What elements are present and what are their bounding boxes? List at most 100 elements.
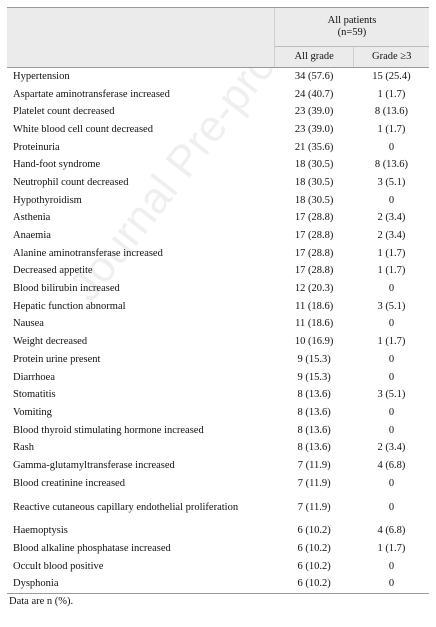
table-row: Reactive cutaneous capillary endothelial… xyxy=(7,493,429,523)
table-row: Vomiting 8 (13.6) 0 xyxy=(7,404,429,422)
table-row: Decreased appetite 17 (28.8) 1 (1.7) xyxy=(7,263,429,281)
group-header-line2: (n=59) xyxy=(337,27,367,38)
table-row: Blood alkaline phosphatase increased 6 (1… xyxy=(7,540,429,558)
row-all-grade-value: 6 (10.2) xyxy=(297,543,331,555)
row-all-grade-value: 17 (28.8) xyxy=(294,247,334,259)
group-header-line1: All patients xyxy=(327,15,377,26)
row-all-grade-value: 18 (30.5) xyxy=(294,176,334,188)
row-all-grade-value: 7 (11.9) xyxy=(297,501,331,513)
row-label: Vomiting xyxy=(13,406,52,418)
row-label: Gamma-glutamyltransferase increased xyxy=(13,459,175,471)
row-all-grade-value: 17 (28.8) xyxy=(294,212,334,224)
row-label: Anaemia xyxy=(13,230,51,242)
row-all-grade-value: 18 (30.5) xyxy=(294,194,334,206)
row-grade3-value: 8 (13.6) xyxy=(374,106,409,118)
row-grade3-value: 4 (6.8) xyxy=(377,459,406,471)
row-label: Blood thyroid stimulating hormone increa… xyxy=(13,424,204,436)
row-grade3-value: 0 xyxy=(353,575,429,595)
row-grade3-value: 3 (5.1) xyxy=(377,176,406,188)
row-label: Neutrophil count decreased xyxy=(13,176,129,188)
table-row: Gamma-glutamyltransferase increased 7 (11… xyxy=(7,457,429,475)
row-label: Dysphonia xyxy=(7,575,275,595)
row-grade3-value: 0 xyxy=(388,141,395,153)
row-all-grade-value: 8 (13.6) xyxy=(297,442,331,454)
row-label: Platelet count decreased xyxy=(13,106,115,118)
table-row: White blood cell count decreased 23 (39.0… xyxy=(7,121,429,139)
table-row: Alanine aminotransferase increased 17 (28… xyxy=(7,245,429,263)
row-all-grade-value: 6 (10.2) xyxy=(274,575,354,595)
table-row: Blood bilirubin increased 12 (20.3) 0 xyxy=(7,280,429,298)
group-header-all-patients: All patients (n=59) xyxy=(273,7,429,47)
row-grade3-value: 8 (13.6) xyxy=(374,159,409,171)
row-grade3-value: 0 xyxy=(388,477,395,489)
row-label: White blood cell count decreased xyxy=(13,123,153,135)
table-header-row-group: All patients (n=59) xyxy=(7,7,429,47)
row-label: Stomatitis xyxy=(13,389,56,401)
row-grade3-value: 1 (1.7) xyxy=(377,123,406,135)
row-all-grade-value: 7 (11.9) xyxy=(297,459,331,471)
row-all-grade-value: 11 (18.6) xyxy=(295,318,334,330)
row-label: Hypertension xyxy=(13,70,70,82)
table-row: Stomatitis 8 (13.6) 3 (5.1) xyxy=(7,386,429,404)
row-label: Alanine aminotransferase increased xyxy=(13,247,163,259)
row-all-grade-value: 7 (11.9) xyxy=(297,477,331,489)
row-all-grade-value: 9 (15.3) xyxy=(297,353,331,365)
table-row: Nausea 11 (18.6) 0 xyxy=(7,316,429,334)
table-row: Blood thyroid stimulating hormone increa… xyxy=(7,422,429,440)
row-label: Reactive cutaneous capillary endothelial… xyxy=(13,501,239,513)
row-grade3-value: 3 (5.1) xyxy=(377,300,406,312)
row-label: Blood bilirubin increased xyxy=(13,283,120,295)
table-header-row-columns: All grade Grade ≥3 xyxy=(7,46,429,68)
row-label: Occult blood positive xyxy=(13,560,104,572)
table-row: Occult blood positive 6 (10.2) 0 xyxy=(7,558,429,576)
row-grade3-value: 0 xyxy=(388,283,395,295)
row-all-grade-value: 17 (28.8) xyxy=(294,265,334,277)
row-all-grade-value: 6 (10.2) xyxy=(297,525,331,537)
row-all-grade-value: 18 (30.5) xyxy=(294,159,334,171)
row-all-grade-value: 10 (16.9) xyxy=(294,336,334,348)
row-grade3-value: 1 (1.7) xyxy=(377,88,406,100)
row-grade3-value: 4 (6.8) xyxy=(377,525,406,537)
row-all-grade-value: 23 (39.0) xyxy=(294,106,334,118)
row-all-grade-value: 8 (13.6) xyxy=(297,389,331,401)
header-blank-cell xyxy=(7,46,275,68)
row-all-grade-value: 23 (39.0) xyxy=(294,123,334,135)
row-label: Blood alkaline phosphatase increased xyxy=(13,543,171,555)
table-row: Hand-foot syndrome 18 (30.5) 8 (13.6) xyxy=(7,156,429,174)
row-grade3-value: 0 xyxy=(388,194,395,206)
table-row: Aspartate aminotransferase increased 24 (… xyxy=(7,86,429,104)
row-label: Protein urine present xyxy=(13,353,101,365)
row-all-grade-value: 34 (57.6) xyxy=(294,70,334,82)
row-label: Asthenia xyxy=(13,212,51,224)
table-row: Hypothyroidism 18 (30.5) 0 xyxy=(7,192,429,210)
row-grade3-value: 0 xyxy=(388,371,395,383)
row-grade3-value: 2 (3.4) xyxy=(377,212,406,224)
row-grade3-value: 0 xyxy=(388,318,395,330)
row-label: Decreased appetite xyxy=(13,265,93,277)
adverse-events-table: All patients (n=59) All grade Grade ≥3 H… xyxy=(7,7,429,595)
row-grade3-value: 2 (3.4) xyxy=(377,230,406,242)
row-label: Hand-foot syndrome xyxy=(13,159,101,171)
row-label: Hypothyroidism xyxy=(13,194,82,206)
table-row: Hypertension 34 (57.6) 15 (25.4) xyxy=(7,68,429,86)
row-label: Aspartate aminotransferase increased xyxy=(13,88,170,100)
row-label: Weight decreased xyxy=(13,336,88,348)
row-label: Haemoptysis xyxy=(13,525,68,537)
table-row: Asthenia 17 (28.8) 2 (3.4) xyxy=(7,210,429,228)
table-row: Proteinuria 21 (35.6) 0 xyxy=(7,139,429,157)
row-label: Proteinuria xyxy=(13,141,60,153)
row-grade3-value: 0 xyxy=(388,501,395,513)
row-grade3-value: 0 xyxy=(388,424,395,436)
row-grade3-value: 0 xyxy=(388,353,395,365)
table-footnote: Data are n (%). xyxy=(9,596,74,607)
table-row: Diarrhoea 9 (15.3) 0 xyxy=(7,369,429,387)
table-row: Protein urine present 9 (15.3) 0 xyxy=(7,351,429,369)
header-blank-cell xyxy=(7,7,275,47)
table-row: Platelet count decreased 23 (39.0) 8 (13.6… xyxy=(7,103,429,121)
row-all-grade-value: 24 (40.7) xyxy=(294,88,334,100)
row-all-grade-value: 8 (13.6) xyxy=(297,406,331,418)
row-label: Blood creatinine increased xyxy=(13,477,125,489)
row-grade3-value: 1 (1.7) xyxy=(377,265,406,277)
table-row: Neutrophil count decreased 18 (30.5) 3 (5.… xyxy=(7,174,429,192)
